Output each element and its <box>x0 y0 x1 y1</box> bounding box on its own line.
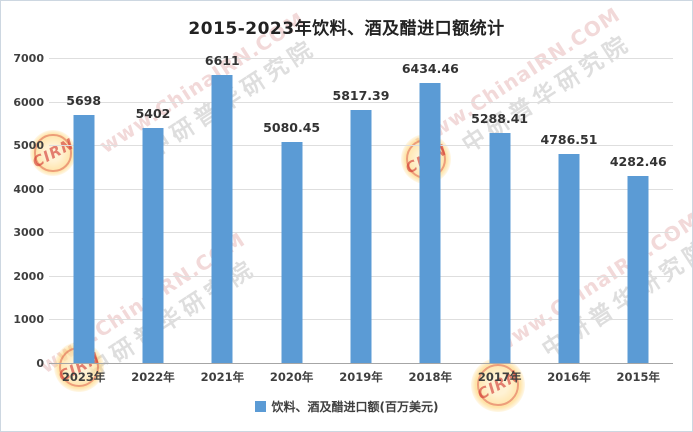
bar-2018年 <box>419 82 441 363</box>
bar-value-label: 5080.45 <box>263 119 321 135</box>
legend-marker-icon <box>254 401 266 412</box>
bar-slot: 4282.46 <box>604 58 673 363</box>
y-tick-label: 3000 <box>13 226 44 240</box>
y-tick-label: 6000 <box>13 95 44 109</box>
bar-2021年 <box>211 74 233 363</box>
bar-value-label: 5817.39 <box>332 87 390 103</box>
bar-2020年 <box>281 141 303 363</box>
bar-slot: 5080.45 <box>257 58 326 363</box>
bar-2019年 <box>350 109 372 363</box>
bar-value-label: 5402 <box>135 105 171 121</box>
x-axis-label: 2023年 <box>61 370 106 384</box>
y-tick-label: 7000 <box>13 52 44 65</box>
bar-2016年 <box>558 154 580 363</box>
bar-slot: 5698 <box>49 58 118 363</box>
x-axis-label: 2016年 <box>547 370 591 384</box>
bar-value-label: 4786.51 <box>540 132 598 148</box>
bar-value-label: 5698 <box>66 92 102 108</box>
bar-value-label: 5288.41 <box>471 110 529 126</box>
bar-2022年 <box>142 127 164 363</box>
x-axis-label: 2022年 <box>131 370 175 384</box>
legend: 饮料、酒及醋进口额(百万美元) <box>1 398 692 415</box>
bar-value-label: 6611 <box>204 52 240 68</box>
bar-slot: 5402 <box>118 58 187 363</box>
bar-value-label: 4282.46 <box>609 154 667 170</box>
x-axis-label: 2021年 <box>200 370 245 384</box>
y-tick-label: 2000 <box>13 269 44 283</box>
bar-slot: 5817.39 <box>326 58 395 363</box>
x-axis-label: 2017年 <box>477 370 522 384</box>
bar-value-label: 6434.46 <box>401 60 459 76</box>
bar-2017年 <box>489 132 511 363</box>
bars-container: 5698 5402 6611 5080.45 5817.39 6434.46 5288.41… <box>49 53 673 363</box>
x-axis-line <box>49 363 673 364</box>
y-tick-label: 5000 <box>13 139 44 153</box>
bar-slot: 5288.41 <box>465 58 534 363</box>
x-axis-label: 2019年 <box>339 370 383 384</box>
bar-slot: 4786.51 <box>534 58 603 363</box>
gridline <box>49 58 673 59</box>
x-axis-label: 2015年 <box>616 370 661 384</box>
bar-slot: 6434.46 <box>396 58 465 363</box>
y-tick-label: 0 <box>36 357 44 370</box>
x-axis-labels: 2023年 2022年 2021年 2020年 2019年 2018年 2017年 2016年… <box>49 369 673 385</box>
y-tick-label: 1000 <box>13 313 44 327</box>
chart-title: 2015-2023年饮料、酒及醋进口额统计 <box>188 19 505 39</box>
gridline <box>49 101 673 103</box>
y-tick-label: 4000 <box>13 182 44 196</box>
bar-2023年 <box>73 114 95 363</box>
bar-2015年 <box>627 176 649 363</box>
x-axis-label: 2020年 <box>269 370 314 384</box>
legend-label: 饮料、酒及醋进口额(百万美元) <box>271 400 439 414</box>
x-axis-label: 2018年 <box>408 370 453 384</box>
bar-slot: 6611 <box>188 53 257 363</box>
y-axis: 0 1000 2000 3000 4000 5000 6000 7000 <box>1 52 44 370</box>
